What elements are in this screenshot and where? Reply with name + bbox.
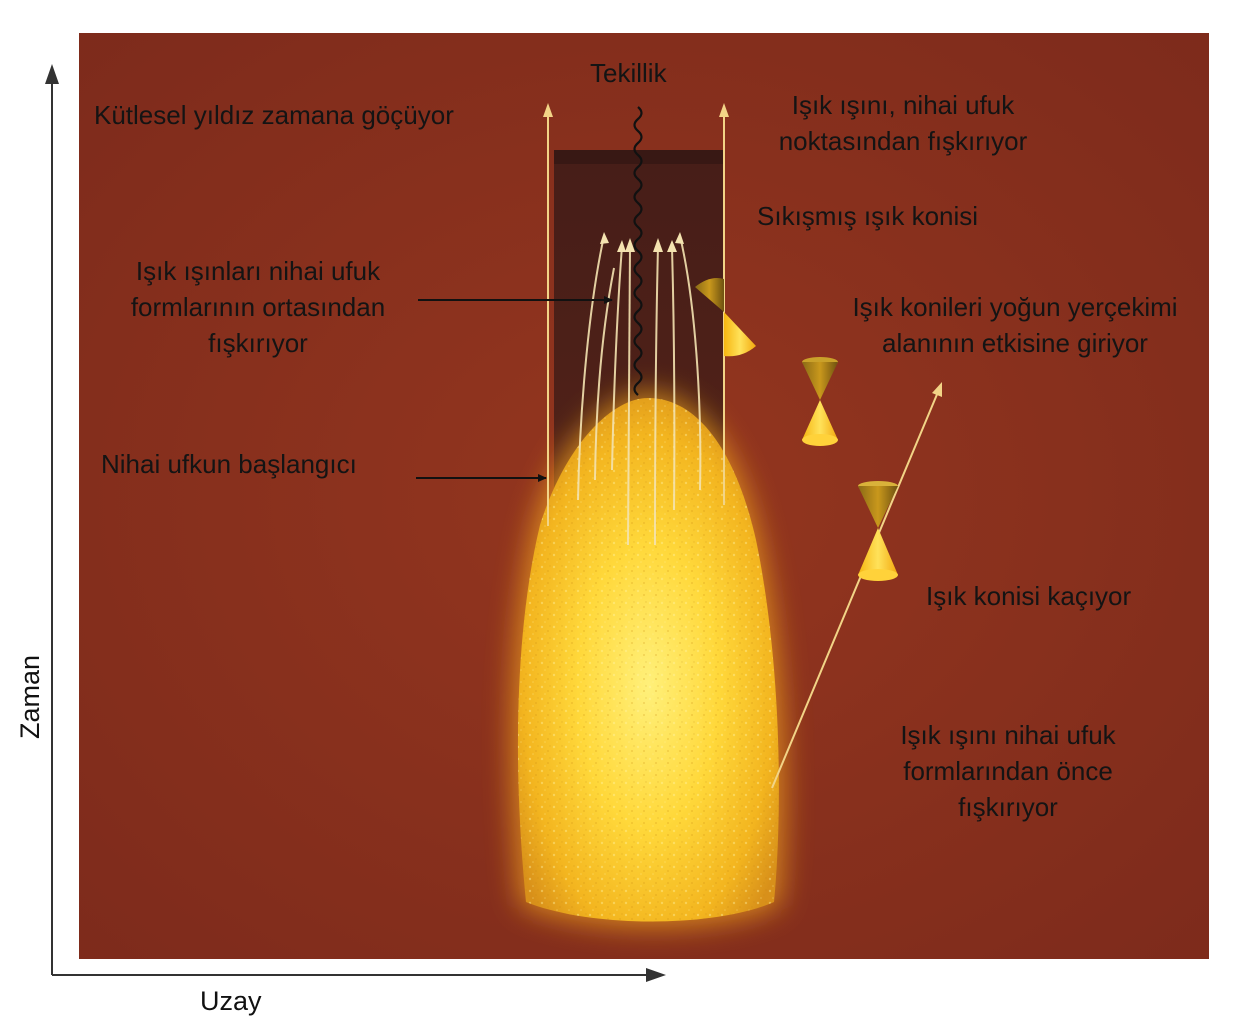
- time-axis: [45, 64, 59, 975]
- horizon-start-label: Nihai ufkun başlangıcı: [101, 449, 357, 479]
- ray-before-horizon-label: Işık ışını nihai ufuk formlarından önce …: [900, 720, 1116, 822]
- rays-middle-label: Işık ışınları nihai ufuk formlarının ort…: [130, 256, 386, 358]
- escaping-light-ray: [771, 382, 942, 789]
- compressed-cone-label: Sıkışmış ışık konisi: [757, 201, 979, 231]
- cone-escapes-label: Işık konisi kaçıyor: [926, 581, 1132, 611]
- singularity-label: Tekillik: [590, 58, 667, 88]
- light-cone-entering: [802, 357, 838, 446]
- singularity-line: [633, 106, 643, 396]
- star-collapse-label: Kütlesel yıldız zamana göçüyor: [94, 100, 454, 130]
- ray-from-horizon-point-label: Işık ışını, nihai ufuk noktasından fışkı…: [778, 90, 1028, 156]
- y-axis-label: Zaman: [15, 654, 45, 740]
- light-cone-compressed: [695, 278, 756, 357]
- cones-entering-label: Işık konileri yoğun yerçekimi alanının e…: [852, 292, 1178, 358]
- light-cone-escaping: [858, 481, 898, 581]
- space-axis: [52, 968, 666, 982]
- inner-light-rays: [577, 235, 702, 546]
- x-axis-label: Uzay: [200, 986, 262, 1016]
